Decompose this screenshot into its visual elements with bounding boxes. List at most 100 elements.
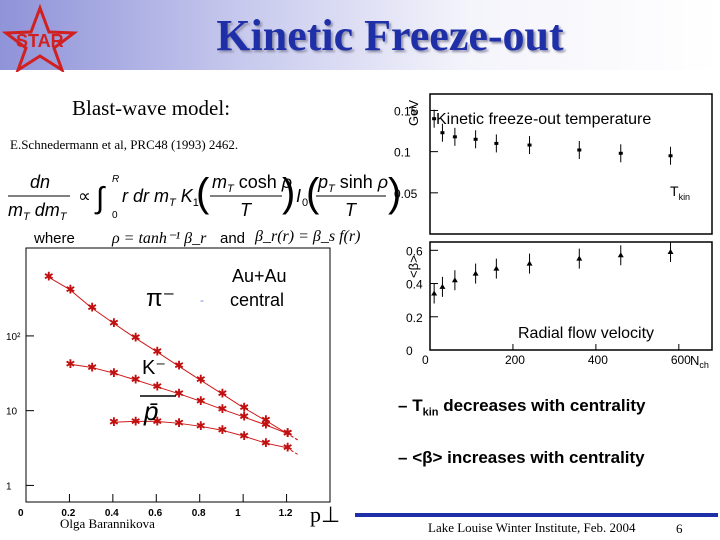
beta-point <box>617 252 624 258</box>
spectra-point: ✱ <box>131 373 141 387</box>
spectra-point: ✱ <box>44 270 54 284</box>
spectra-frame <box>25 247 331 503</box>
spectra-point: ✱ <box>239 429 249 443</box>
spectra-point: ✱ <box>239 410 249 424</box>
spectra-x-tick-label: 0.6 <box>148 508 162 519</box>
spectra-point: ✱ <box>109 366 119 380</box>
spectra-fit-extension <box>286 447 299 456</box>
beta-point <box>472 270 479 276</box>
tkin-y-tick-label: 0.15 <box>394 104 418 118</box>
and-label: and <box>220 230 246 247</box>
spectra-x-label: p⊥ <box>310 502 341 527</box>
tkin-y-tick-label: 0.1 <box>394 146 411 160</box>
svg-text:mT dmT: mT dmT <box>8 200 68 223</box>
spectra-fit-line <box>112 420 287 449</box>
spectra-point: ✱ <box>261 418 271 432</box>
beta-x-tick-label: 200 <box>505 353 525 367</box>
footer-page: 6 <box>676 521 683 536</box>
beta-point <box>526 260 533 266</box>
spectra-point: ✱ <box>174 359 184 373</box>
spectra-y-tick-label: 10 <box>6 407 18 418</box>
svg-text:(: ( <box>306 171 320 215</box>
spectra-point: ✱ <box>87 300 97 314</box>
system-label-2: central <box>230 290 284 310</box>
tkin-frame <box>429 93 713 235</box>
beta-point <box>667 248 674 254</box>
tkin-point <box>432 117 437 121</box>
svg-text:0: 0 <box>112 210 118 221</box>
beta-x-tick-label: 0 <box>422 353 429 367</box>
spectra-y-tick-label: 10² <box>6 332 21 343</box>
page-title: Kinetic Freeze-out <box>216 11 564 60</box>
spectra-point: ✱ <box>283 426 293 440</box>
beta-point <box>439 283 446 289</box>
svg-text:pT sinh ρ: pT sinh ρ <box>317 172 388 195</box>
spectra-point: ✱ <box>196 394 206 408</box>
spectra-point: ✱ <box>87 360 97 374</box>
tkin-point <box>473 137 478 141</box>
beta-y-tick-label: 0.6 <box>406 244 423 258</box>
beta-y-tick-label: 0.2 <box>406 311 423 325</box>
spectra-point: ✱ <box>174 416 184 430</box>
spectra-fit-extension <box>286 432 299 441</box>
beta-x-label: Nch <box>690 353 709 370</box>
pion-label: π⁻ <box>146 285 175 312</box>
spectra-point: ✱ <box>239 401 249 415</box>
beta-point <box>576 255 583 261</box>
beta-x-tick-label: 600 <box>671 353 691 367</box>
where-label: where <box>34 230 75 247</box>
tkin-series-label: Tkin <box>670 183 690 202</box>
beta-point <box>431 290 438 296</box>
beta-chart: <β> 0.6 0.4 0.2 00 200 400 600 Radial flow vel… <box>406 241 713 370</box>
pion-label-mark: - <box>200 293 204 307</box>
tkin-point <box>494 141 499 145</box>
spectra-point: ✱ <box>152 414 162 428</box>
tkin-point <box>440 131 445 135</box>
tkin-point <box>527 143 532 147</box>
beta-frame <box>429 241 713 351</box>
spectra-x-tick-label: 1 <box>235 508 241 519</box>
spectra-point: ✱ <box>283 426 293 440</box>
spectra-x-tick-label: 0 <box>18 508 24 519</box>
system-label: Au+Au <box>232 266 287 286</box>
logo-text: STAR <box>16 31 64 51</box>
footer-conference: Lake Louise Winter Institute, Feb. 2004 <box>428 520 636 535</box>
spectra-y-tick-label: 1 <box>6 481 12 492</box>
header-banner <box>0 0 720 70</box>
svg-text:): ) <box>388 171 401 215</box>
spectra-x-tick-label: 0.2 <box>61 508 75 519</box>
bullet-tkin: – Tkin decreases with centrality <box>398 396 646 419</box>
spectra-point: ✱ <box>152 380 162 394</box>
spectra-point: ✱ <box>283 441 293 455</box>
tkin-point <box>577 148 582 152</box>
svg-text:I: I <box>296 186 301 206</box>
beta-point <box>451 277 458 283</box>
beta-point <box>493 265 500 271</box>
beta-y-tick-label: 0.4 <box>406 278 423 292</box>
svg-text:): ) <box>282 171 295 215</box>
svg-text:T: T <box>240 200 253 220</box>
svg-text:0: 0 <box>302 197 308 209</box>
beta-title: Radial flow velocity <box>518 325 654 342</box>
spectra-point: ✱ <box>261 436 271 450</box>
svg-text:dn: dn <box>30 172 50 192</box>
spectra-fit-line <box>69 363 287 434</box>
spectra-point: ✱ <box>152 344 162 358</box>
svg-text:∫: ∫ <box>94 182 106 215</box>
svg-text:mT cosh ρ: mT cosh ρ <box>212 172 292 195</box>
spectra-point: ✱ <box>109 415 119 429</box>
tkin-point <box>668 154 673 158</box>
spectra-point: ✱ <box>65 282 75 296</box>
svg-text:r dr mT K1: r dr mT K1 <box>122 186 199 209</box>
spectra-point: ✱ <box>131 414 141 428</box>
pbar-label: p̄ <box>143 396 158 426</box>
svg-text:(: ( <box>196 171 210 215</box>
spectra-point: ✱ <box>217 402 227 416</box>
footer-rule <box>355 513 718 517</box>
spectra-point: ✱ <box>217 423 227 437</box>
spectra-point: ✱ <box>109 316 119 330</box>
reference: E.Schnedermann et al, PRC48 (1993) 2462. <box>10 137 239 152</box>
tkin-point <box>618 151 623 155</box>
tkin-title: Kinetic freeze-out temperature <box>436 111 651 128</box>
tkin-chart: GeV 0.15 0.1 0.05 Kinetic freeze-out tempe… <box>394 93 713 235</box>
